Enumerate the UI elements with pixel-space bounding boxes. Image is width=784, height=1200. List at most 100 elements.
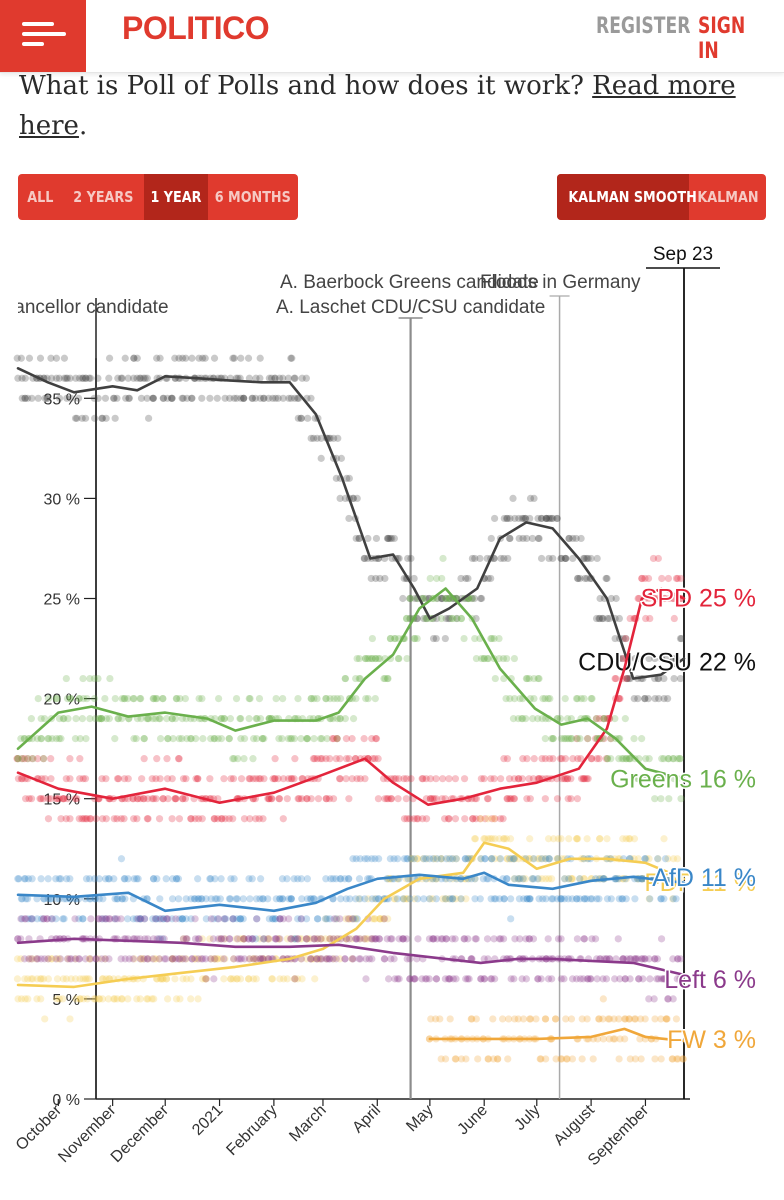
poll-dot [588,695,596,703]
menu-button[interactable] [0,0,86,72]
poll-dot [418,775,426,783]
poll-dot [86,815,94,823]
range-1-year-button[interactable]: 1 YEAR [144,174,208,220]
poll-dot [307,434,315,442]
poll-dot [669,995,677,1003]
sign-in-link[interactable]: SIGN IN [698,14,746,64]
poll-dot [491,835,499,843]
poll-dot [41,394,49,402]
politico-logo[interactable]: POLITICO [122,10,270,46]
range-all-button[interactable]: ALL [26,188,54,206]
range-6-months-button[interactable]: 6 MONTHS [214,188,292,206]
poll-dot [118,695,126,703]
poll-dot [332,915,340,923]
poll-dot [368,654,376,663]
poll-dot [81,414,90,422]
poll-dot [313,935,321,943]
poll-dot [603,574,611,583]
poll-dot [75,955,83,963]
poll-dot [374,654,383,663]
poll-dot [549,554,557,563]
poll-dot [622,755,630,763]
poll-dot [560,895,569,903]
poll-dot [303,935,311,943]
poll-dot [98,975,107,983]
poll-dot [483,875,491,883]
poll-dot [489,1055,498,1063]
poll-dot [480,955,488,963]
poll-dot [43,915,51,923]
hamburger-icon-line-2 [22,32,66,36]
poll-dot [256,775,265,783]
poll-dot [441,1055,450,1063]
poll-dot [213,895,221,903]
poll-dot [230,394,238,402]
poll-dot [674,574,682,583]
poll-dot [526,1015,534,1023]
kalman-button[interactable]: KALMAN [696,188,759,206]
poll-dot [290,935,298,943]
poll-dot [111,414,119,422]
poll-dot [387,795,395,803]
poll-dot [654,554,662,563]
poll-dot [38,915,46,923]
poll-dot [287,935,295,943]
poll-dot [79,775,87,783]
poll-dot [519,755,527,763]
poll-dot [651,695,659,703]
poll-dot [14,935,22,943]
range-2-years-button[interactable]: 2 YEARS [72,188,134,206]
poll-dot [168,875,177,883]
poll-dot [332,755,340,763]
poll-dot [24,875,33,883]
poll-dot [660,674,668,683]
poll-dot [149,394,157,402]
poll-dot [295,795,303,803]
poll-dot [183,394,191,402]
poll-dot [468,1015,476,1023]
poll-dot [428,795,437,803]
poll-dot [600,715,608,723]
poll-dot [105,374,113,382]
poll-dot [336,715,345,723]
kalman-smooth-button[interactable]: KALMAN SMOOTH [557,174,697,220]
poll-dot [422,775,430,783]
poll-dot [311,935,319,943]
poll-dot [460,634,468,643]
poll-dot [432,1015,440,1023]
intro-question: What is Poll of Polls and how does it wo… [19,71,584,101]
poll-dot [362,975,370,983]
poll-dot [557,554,565,563]
read-more-link-here[interactable]: here [19,111,79,141]
poll-dot [303,735,312,743]
poll-dot [580,895,588,903]
poll-dot [426,775,435,783]
poll-dot [71,975,80,983]
poll-dot [59,795,68,803]
poll-dot [207,895,215,903]
poll-dot [657,1015,665,1023]
poll-dot [36,354,45,362]
poll-dot [310,955,318,963]
poll-dot [345,875,353,883]
poll-dot [136,915,145,923]
poll-dot [448,935,456,943]
poll-dot [448,614,456,623]
poll-dot [24,755,32,763]
poll-dot [144,795,152,803]
poll-dot [472,1015,480,1023]
poll-dot [437,1055,445,1063]
poll-dot [480,654,488,663]
poll-dot [344,875,353,883]
poll-dot [521,514,530,523]
poll-dot [280,975,288,983]
poll-dot [630,955,638,963]
poll-dot [394,975,402,983]
poll-dot [27,955,36,963]
poll-dot [60,374,68,382]
poll-dot [143,715,151,723]
poll-dot [258,735,267,743]
poll-dot [569,554,577,563]
register-link[interactable]: REGISTER [596,14,691,39]
read-more-link[interactable]: Read more [592,71,736,101]
